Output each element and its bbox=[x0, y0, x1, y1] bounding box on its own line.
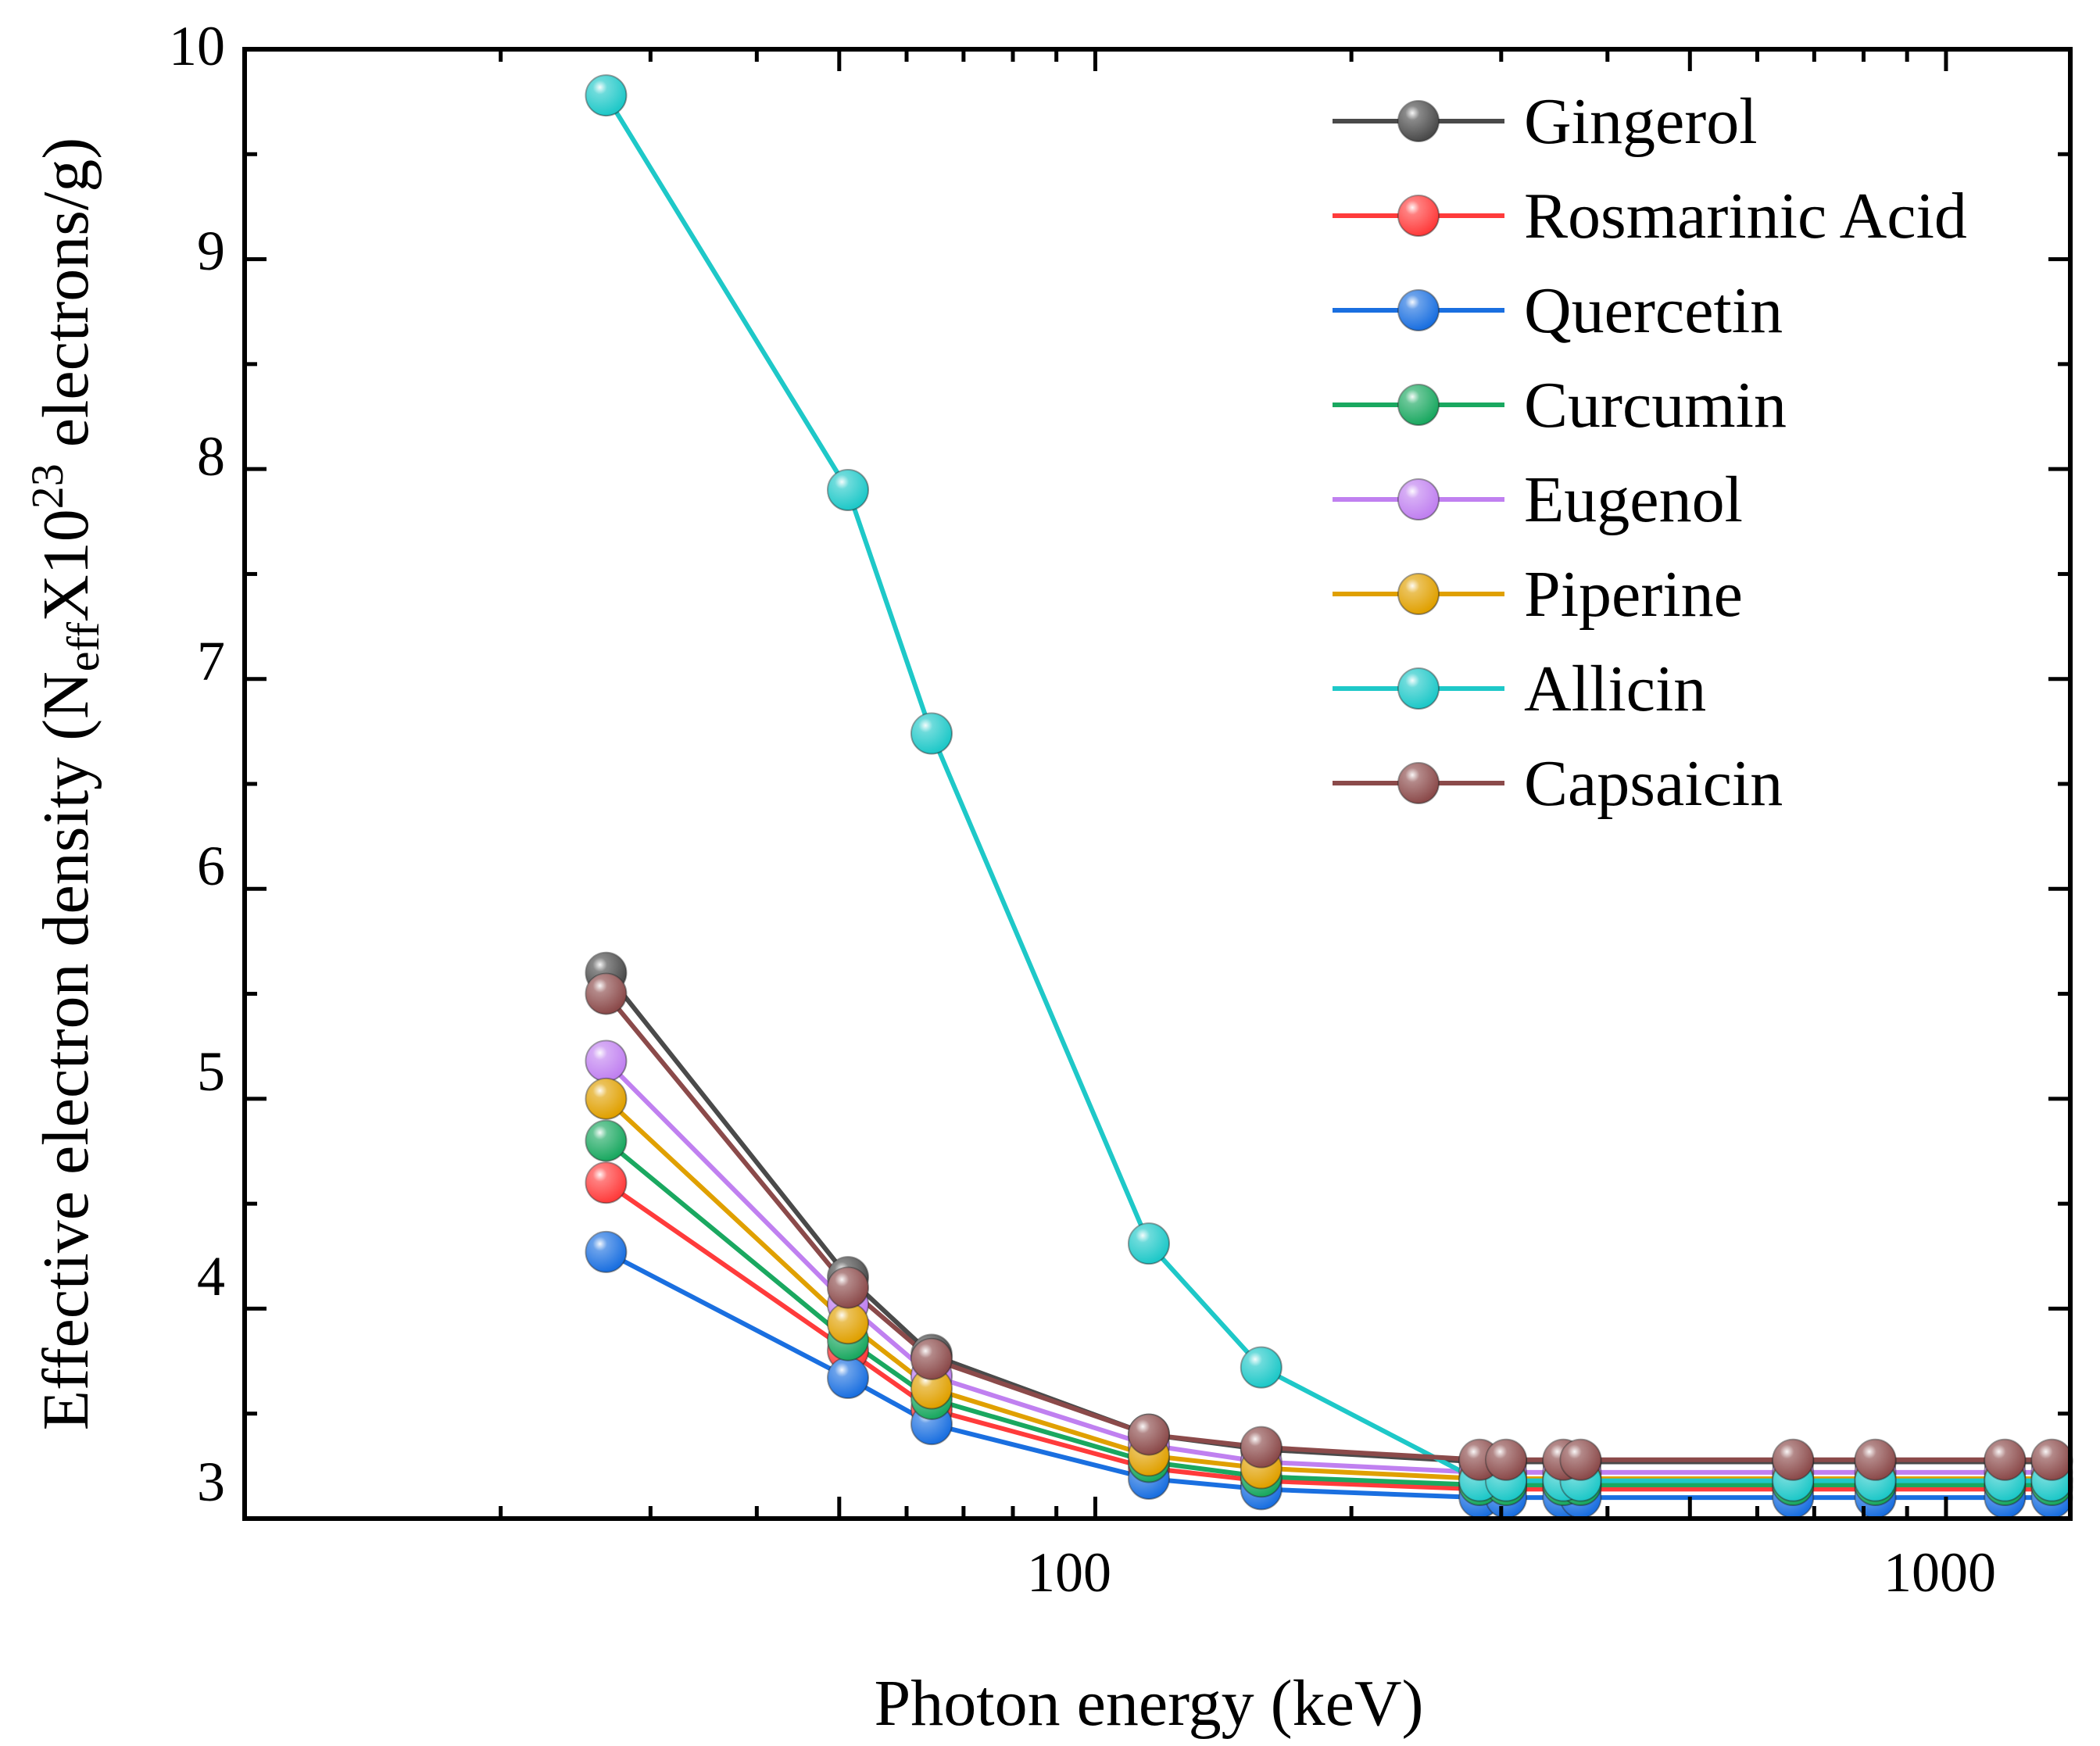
x-tick-labels: 100 1000 bbox=[1027, 1541, 1996, 1604]
data-point bbox=[585, 1077, 628, 1120]
x-tick-label: 1000 bbox=[1884, 1541, 1996, 1604]
legend-item-gingerol: Gingerol bbox=[1333, 85, 1758, 158]
data-point bbox=[585, 1039, 628, 1082]
y-tick-label: 10 bbox=[169, 15, 225, 77]
markers-capsaicin bbox=[585, 972, 2073, 1481]
legend-label: Capsaicin bbox=[1524, 747, 1783, 820]
y-tick-label: 4 bbox=[197, 1245, 225, 1308]
legend-item-curcumin: Curcumin bbox=[1333, 369, 1787, 442]
data-point bbox=[1485, 1438, 1528, 1481]
legend-label: Allicin bbox=[1524, 653, 1706, 725]
legend-label: Quercetin bbox=[1524, 274, 1783, 347]
data-point bbox=[910, 1367, 953, 1410]
series-line bbox=[604, 1180, 2052, 1492]
data-point bbox=[1240, 1346, 1283, 1389]
data-point bbox=[1772, 1438, 1815, 1481]
data-point bbox=[1127, 1222, 1170, 1265]
legend-item-rosmarinic-acid: Rosmarinic Acid bbox=[1333, 180, 1967, 252]
legend-label: Eugenol bbox=[1524, 463, 1743, 536]
series-line bbox=[604, 971, 2052, 1465]
data-point bbox=[1984, 1438, 2027, 1481]
legend-item-capsaicin: Capsaicin bbox=[1333, 747, 1783, 820]
series-line bbox=[604, 1059, 2052, 1475]
data-point bbox=[585, 1119, 628, 1162]
data-point bbox=[585, 1161, 628, 1204]
series-layer bbox=[585, 74, 2073, 1519]
legend-label: Rosmarinic Acid bbox=[1524, 180, 1967, 252]
data-point bbox=[585, 74, 628, 117]
data-point bbox=[1240, 1426, 1283, 1469]
legend-item-allicin: Allicin bbox=[1333, 653, 1706, 725]
series-curcumin bbox=[604, 1139, 2052, 1488]
data-point bbox=[585, 972, 628, 1015]
legend: Gingerol Rosmarinic Acid Quercetin Curcumin… bbox=[1333, 85, 1967, 820]
markers-rosmarinic-acid bbox=[585, 1161, 2073, 1511]
data-point bbox=[827, 469, 870, 511]
tick-layer bbox=[242, 47, 2070, 1521]
markers-curcumin bbox=[585, 1119, 2073, 1507]
data-point bbox=[1127, 1413, 1170, 1456]
y-tick-label: 3 bbox=[197, 1451, 225, 1513]
data-point bbox=[910, 1337, 953, 1380]
legend-item-quercetin: Quercetin bbox=[1333, 274, 1783, 347]
series-eugenol bbox=[604, 1059, 2052, 1475]
series-line bbox=[604, 1139, 2052, 1488]
data-point bbox=[910, 712, 953, 755]
y-tick-label: 9 bbox=[197, 220, 225, 282]
y-axis-title: Effective electron density (NeffX1023 el… bbox=[22, 138, 109, 1431]
y-tick-labels: 3 4 5 6 7 8 9 10 bbox=[169, 15, 225, 1513]
series-gingerol bbox=[604, 971, 2052, 1465]
y-tick-label: 7 bbox=[197, 630, 225, 692]
data-point bbox=[827, 1357, 870, 1400]
markers-quercetin bbox=[585, 1230, 2073, 1519]
y-tick-label: 8 bbox=[197, 425, 225, 488]
plot-frame bbox=[242, 47, 2073, 1521]
data-point bbox=[1854, 1438, 1897, 1481]
series-capsaicin bbox=[604, 992, 2052, 1462]
series-piperine bbox=[604, 1097, 2052, 1481]
data-point bbox=[827, 1266, 870, 1309]
legend-item-eugenol: Eugenol bbox=[1333, 463, 1743, 536]
x-axis-title: Photon energy (keV) bbox=[875, 1667, 1424, 1740]
y-tick-label: 6 bbox=[197, 835, 225, 897]
legend-item-piperine: Piperine bbox=[1333, 558, 1743, 631]
legend-label: Gingerol bbox=[1524, 85, 1758, 158]
series-rosmarinic-acid bbox=[604, 1180, 2052, 1492]
data-point bbox=[2030, 1438, 2073, 1481]
data-point bbox=[827, 1302, 870, 1345]
data-point bbox=[585, 1230, 628, 1273]
y-tick-label: 5 bbox=[197, 1040, 225, 1103]
series-line bbox=[604, 1097, 2052, 1481]
legend-label: Piperine bbox=[1524, 558, 1743, 631]
series-line bbox=[603, 94, 2052, 1483]
series-line bbox=[604, 992, 2052, 1462]
series-allicin bbox=[603, 94, 2052, 1483]
data-point bbox=[1559, 1438, 1602, 1481]
x-tick-label: 100 bbox=[1027, 1541, 1111, 1604]
legend-label: Curcumin bbox=[1524, 369, 1787, 442]
